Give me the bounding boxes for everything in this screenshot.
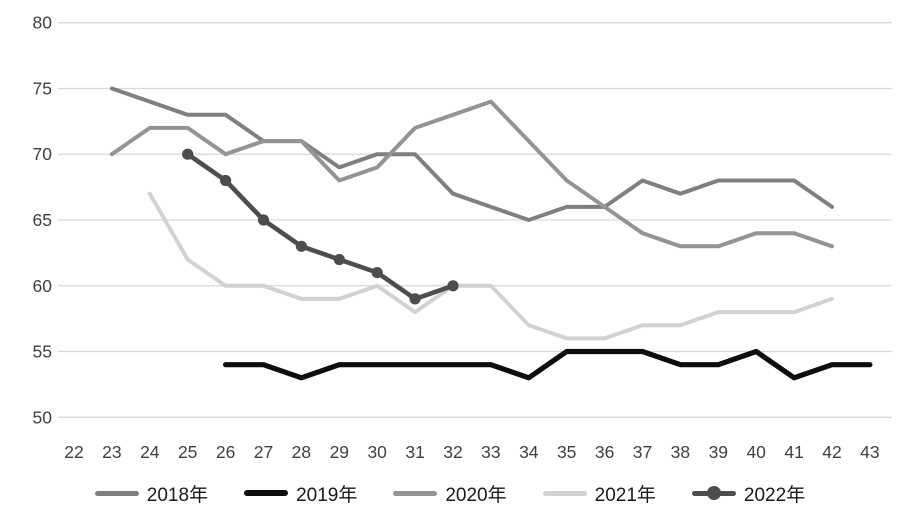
x-tick-label: 36 xyxy=(595,442,614,462)
x-tick-label: 26 xyxy=(216,442,235,462)
x-tick-label: 27 xyxy=(254,442,273,462)
data-point-marker xyxy=(409,293,421,305)
data-point-marker xyxy=(371,267,383,279)
x-tick-label: 39 xyxy=(709,442,728,462)
x-tick-label: 43 xyxy=(860,442,879,462)
legend-label: 2022年 xyxy=(743,484,806,506)
legend-item-2018年: 2018年 xyxy=(94,480,209,507)
x-tick-label: 32 xyxy=(443,442,462,462)
x-tick-label: 28 xyxy=(292,442,311,462)
y-tick-label: 75 xyxy=(33,78,52,98)
y-tick-label: 55 xyxy=(33,342,52,362)
legend-marker-dot xyxy=(706,486,721,500)
x-tick-label: 31 xyxy=(405,442,424,462)
legend-line-swatch xyxy=(393,490,438,496)
data-point-marker xyxy=(333,253,345,266)
x-tick-label: 23 xyxy=(102,442,121,462)
legend-item-2020年: 2020年 xyxy=(393,480,507,507)
x-tick-label: 38 xyxy=(671,442,690,462)
legend-item-2022年: 2022年 xyxy=(691,480,806,507)
legend-label: 2019年 xyxy=(296,484,358,506)
x-tick-label: 40 xyxy=(746,442,766,462)
data-point-marker xyxy=(182,148,194,160)
y-tick-label: 50 xyxy=(33,407,53,427)
data-point-marker xyxy=(220,174,232,187)
series-line-2020年 xyxy=(109,99,834,249)
legend-label: 2018年 xyxy=(146,484,209,506)
x-tick-label: 41 xyxy=(784,442,803,462)
chart-legend: 2018年 2019年 2020年 2021年 2022年 xyxy=(0,472,900,514)
data-point-marker xyxy=(447,280,459,292)
x-tick-label: 30 xyxy=(367,442,387,462)
x-tick-label: 29 xyxy=(330,442,349,462)
y-tick-label: 70 xyxy=(33,144,53,164)
data-point-marker xyxy=(295,240,307,252)
series-line-2021年 xyxy=(147,191,834,341)
series-line-2022年 xyxy=(185,151,456,302)
x-tick-label: 33 xyxy=(481,442,500,462)
y-tick-label: 60 xyxy=(33,276,53,296)
x-tick-label: 24 xyxy=(140,442,160,462)
x-tick-label: 35 xyxy=(557,442,576,462)
legend-line-swatch xyxy=(94,490,139,496)
x-tick-label: 34 xyxy=(519,442,539,462)
x-tick-label: 42 xyxy=(822,442,841,462)
legend-item-2021年: 2021年 xyxy=(542,480,656,507)
legend-line-swatch xyxy=(542,490,587,496)
x-tick-label: 25 xyxy=(178,442,197,462)
legend-label: 2021年 xyxy=(594,484,656,506)
legend-line-swatch xyxy=(691,486,736,500)
legend-label: 2020年 xyxy=(445,484,507,506)
data-point-marker xyxy=(257,214,270,226)
legend-line-swatch xyxy=(244,490,289,496)
x-tick-label: 22 xyxy=(64,442,83,462)
legend-item-2019年: 2019年 xyxy=(244,480,357,507)
series-line-2019年 xyxy=(223,348,873,381)
y-tick-label: 80 xyxy=(33,13,53,33)
y-tick-label: 65 xyxy=(33,210,52,230)
series-line-2018年 xyxy=(109,86,834,222)
x-tick-label: 37 xyxy=(633,442,652,462)
